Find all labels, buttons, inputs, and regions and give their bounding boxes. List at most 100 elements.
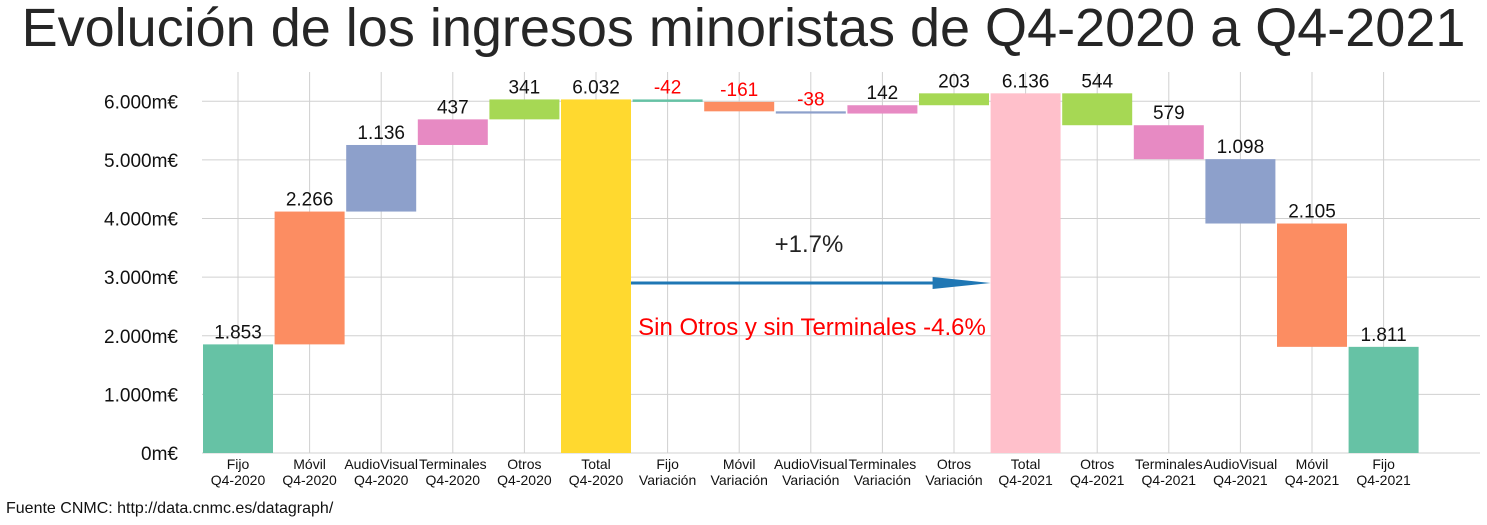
y-axis: 0m€ 1.000m€ 2.000m€ 3.000m€ 4.000m€ 5.000m€ 6.…: [104, 92, 178, 465]
x-tick-label-line: Q4-2021: [1213, 472, 1268, 488]
bar-fijo-q4-2021: [1348, 346, 1419, 453]
data-label: 142: [867, 83, 899, 104]
arrow-head: [932, 277, 991, 290]
x-tick-label: Terminales Q4-2021: [1135, 456, 1203, 488]
data-label: 437: [437, 97, 469, 118]
x-tick-label-line: Q4-2021: [1356, 472, 1411, 488]
x-tick-label-line: Variación: [782, 472, 839, 488]
data-label: -42: [654, 77, 681, 98]
x-tick-label-line: Q4-2020: [354, 472, 409, 488]
x-tick-label: Móvil Variación: [711, 456, 768, 488]
x-tick-label-line: Q4-2020: [569, 472, 624, 488]
bar-móvil-q4-2020: [274, 211, 345, 345]
x-tick-label-line: Variación: [639, 472, 696, 488]
annotation-sin-otros: Sin Otros y sin Terminales -4.6%: [638, 314, 986, 341]
bar-audiovisual-q4-2021: [1205, 159, 1276, 224]
data-label: -38: [797, 89, 824, 110]
bar-móvil-q4-2021: [1277, 223, 1347, 347]
x-tick-label: Otros Q4-2021: [1070, 456, 1125, 488]
x-tick-label-line: Variación: [925, 472, 982, 488]
x-tick-label-line: AudioVisual: [774, 456, 848, 472]
x-tick-label: Total Q4-2020: [569, 456, 624, 488]
annotations: +1.7% Sin Otros y sin Terminales -4.6%: [631, 231, 991, 341]
x-tick-label-line: Otros: [937, 456, 971, 472]
bar-fijo-q4-2020: [203, 344, 273, 453]
bar-otros-q4-2021: [1062, 93, 1133, 126]
bars: [203, 93, 1419, 453]
data-label: 1.098: [1217, 137, 1265, 158]
data-labels: 1.853 2.266 1.136 437 341 6.032 -42 -161 -38 142 2…: [214, 71, 1406, 346]
x-tick-label: Móvil Q4-2021: [1285, 456, 1340, 488]
y-tick-label: 3.000m€: [104, 268, 178, 289]
x-tick-label: Fijo Q4-2020: [211, 456, 266, 488]
x-tick-label: AudioVisual Q4-2020: [344, 456, 418, 488]
bar-total-q4-2021: [990, 93, 1061, 453]
x-tick-label-line: AudioVisual: [344, 456, 418, 472]
x-tick-label-line: Fijo: [656, 456, 679, 472]
x-tick-label-line: Q4-2020: [426, 472, 481, 488]
x-tick-label: Otros Variación: [925, 456, 982, 488]
y-tick-label: 5.000m€: [104, 151, 178, 172]
x-tick-label-line: Terminales: [1135, 456, 1203, 472]
bar-terminales-variación: [847, 105, 918, 114]
x-tick-label-line: Terminales: [849, 456, 917, 472]
bar-terminales-q4-2020: [417, 119, 488, 145]
x-tick-label: AudioVisual Q4-2021: [1204, 456, 1278, 488]
x-tick-label-line: Fijo: [1372, 456, 1395, 472]
x-tick-label: Otros Q4-2020: [497, 456, 552, 488]
x-tick-label-line: Q4-2021: [1285, 472, 1340, 488]
x-tick-label-line: Q4-2021: [998, 472, 1053, 488]
x-tick-label-line: Q4-2020: [211, 472, 266, 488]
data-label: 6.136: [1002, 71, 1050, 92]
x-tick-label-line: Móvil: [1296, 456, 1329, 472]
x-tick-label: Terminales Variación: [849, 456, 917, 488]
x-tick-label-line: AudioVisual: [1204, 456, 1278, 472]
data-label: 6.032: [572, 77, 620, 98]
bar-otros-q4-2020: [489, 99, 560, 120]
y-tick-label: 6.000m€: [104, 92, 178, 113]
chart-title: Evolución de los ingresos minoristas de …: [21, 0, 1466, 58]
bar-móvil-variación: [704, 101, 775, 112]
data-label: 1.811: [1361, 325, 1407, 346]
data-label: 203: [938, 71, 970, 92]
bar-audiovisual-variación: [775, 111, 846, 114]
y-tick-label: 2.000m€: [104, 327, 178, 348]
x-tick-label-line: Móvil: [293, 456, 326, 472]
data-label: 544: [1081, 71, 1113, 92]
data-label: 341: [509, 77, 541, 98]
x-tick-label: AudioVisual Variación: [774, 456, 848, 488]
bar-audiovisual-q4-2020: [346, 144, 417, 212]
x-tick-label-line: Otros: [1080, 456, 1114, 472]
data-label: -161: [720, 80, 758, 101]
bar-fijo-variación: [632, 99, 703, 102]
data-label: 579: [1153, 103, 1185, 124]
data-label: 1.136: [357, 123, 405, 144]
x-tick-label-line: Fijo: [227, 456, 250, 472]
bar-otros-variación: [919, 93, 989, 106]
grid: [202, 72, 1480, 454]
x-tick-label-line: Q4-2021: [1142, 472, 1197, 488]
x-tick-label: Fijo Variación: [639, 456, 696, 488]
bar-total-q4-2020: [561, 99, 631, 453]
x-tick-label-line: Q4-2020: [497, 472, 552, 488]
y-tick-label: 4.000m€: [104, 210, 178, 231]
x-tick-label-line: Variación: [854, 472, 911, 488]
x-tick-label-line: Q4-2021: [1070, 472, 1125, 488]
data-label: 2.105: [1288, 202, 1336, 223]
x-tick-label-line: Móvil: [723, 456, 756, 472]
data-label: 1.853: [214, 322, 262, 343]
bar-terminales-q4-2021: [1133, 125, 1204, 160]
x-tick-label-line: Q4-2020: [282, 472, 337, 488]
x-tick-label-line: Terminales: [419, 456, 487, 472]
x-tick-label: Total Q4-2021: [998, 456, 1053, 488]
x-tick-label-line: Otros: [507, 456, 541, 472]
x-tick-label: Móvil Q4-2020: [282, 456, 337, 488]
y-tick-label: 0m€: [141, 444, 178, 465]
x-tick-label: Terminales Q4-2020: [419, 456, 487, 488]
data-label: 2.266: [286, 190, 334, 211]
chart-source: Fuente CNMC: http://data.cnmc.es/datagra…: [6, 500, 334, 517]
x-tick-label-line: Variación: [711, 472, 768, 488]
x-tick-label-line: Total: [581, 456, 611, 472]
